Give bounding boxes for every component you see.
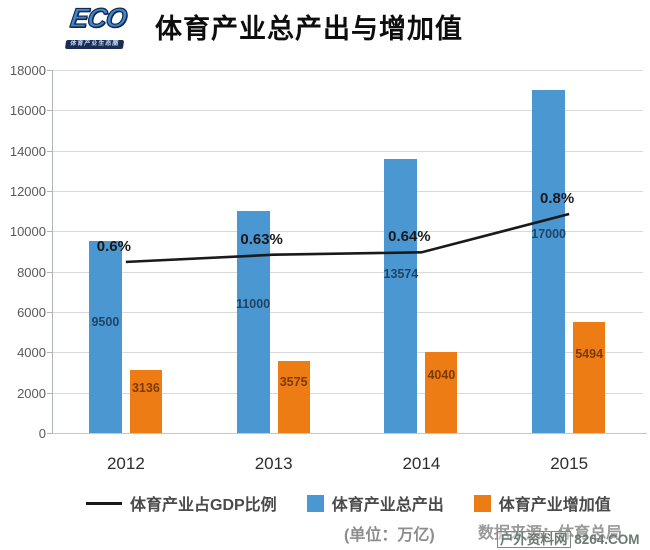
x-axis-line xyxy=(52,433,647,434)
y-axis-tick-label: 0 xyxy=(38,426,46,441)
chart-legend: 体育产业占GDP比例 体育产业总产出 体育产业增加值 xyxy=(86,491,611,515)
gridline xyxy=(52,312,643,313)
y-axis-tick xyxy=(47,352,52,354)
y-axis-tick-label: 10000 xyxy=(9,224,46,240)
y-axis-tick-label: 14000 xyxy=(9,143,46,159)
y-axis-tick xyxy=(47,191,52,192)
bar-added-value-2013 xyxy=(277,360,310,433)
x-axis-label-2014: 2014 xyxy=(402,454,441,473)
legend-label: 体育产业增加值 xyxy=(498,497,611,514)
line-swatch-icon xyxy=(86,501,122,505)
y-axis-tick xyxy=(47,392,52,394)
y-axis-tick-label: 6000 xyxy=(17,305,46,320)
y-axis-tick-label: 18000 xyxy=(9,63,46,78)
line-point-label: 0.6% xyxy=(96,237,131,255)
line-point-label: 0.64% xyxy=(388,228,431,246)
watermark-domain: 8264.COM xyxy=(574,532,640,547)
bar-value-label: 11000 xyxy=(236,297,271,312)
eco-logo-text: ECO xyxy=(68,2,129,33)
line-point-label: 0.8% xyxy=(540,190,575,207)
y-axis-tick-label: 4000 xyxy=(17,345,46,361)
y-axis-tick-label: 8000 xyxy=(17,264,46,280)
x-axis-label-2015: 2015 xyxy=(550,454,589,473)
y-axis-tick-label: 2000 xyxy=(17,385,46,401)
legend-label: 体育产业总产出 xyxy=(331,497,444,514)
bar-added-value-2015 xyxy=(573,322,606,433)
legend-item-added-value: 体育产业增加值 xyxy=(473,491,611,515)
bar-total-output-2014 xyxy=(384,159,418,433)
legend-item-gdp-ratio: 体育产业占GDP比例 xyxy=(86,491,277,515)
bar-value-label: 4040 xyxy=(427,368,456,383)
gridline xyxy=(52,150,643,152)
gridline xyxy=(52,392,643,394)
bar-value-label: 9500 xyxy=(91,314,120,329)
y-axis-tick xyxy=(47,110,52,112)
watermark-site: 户外资料网 xyxy=(497,531,571,548)
gridline xyxy=(52,70,643,71)
y-axis-tick xyxy=(47,312,52,313)
x-axis-label-2012: 2012 xyxy=(106,454,145,473)
y-axis-tick xyxy=(47,70,52,71)
watermark: 户外资料网 8264.COM xyxy=(497,528,640,548)
unit-note: (单位：万亿) xyxy=(344,527,435,544)
y-axis-tick xyxy=(47,231,52,233)
gridline xyxy=(52,191,643,192)
bar-value-label: 13574 xyxy=(383,267,419,282)
bar-value-label: 3136 xyxy=(131,381,160,396)
data-source-note: 数据来源：体育总局 xyxy=(478,525,623,542)
bar-added-value-2014 xyxy=(425,351,458,433)
page-title: 体育产业总产出与增加值 xyxy=(155,14,463,44)
y-axis-tick-label: 16000 xyxy=(9,103,46,119)
y-axis-line xyxy=(52,70,53,433)
bar-value-label: 3575 xyxy=(279,374,308,389)
bar-added-value-2012 xyxy=(129,369,162,433)
y-axis-tick xyxy=(47,271,52,273)
y-axis-tick xyxy=(47,150,52,152)
bar-value-label: 17000 xyxy=(531,227,567,242)
gridline xyxy=(52,110,643,112)
legend-item-total-output: 体育产业总产出 xyxy=(306,491,444,515)
bar-total-output-2012 xyxy=(88,241,122,433)
bar-total-output-2015 xyxy=(532,90,566,433)
x-axis-label-2013: 2013 xyxy=(254,454,293,473)
blue-swatch-icon xyxy=(306,494,324,512)
eco-logo: ECO 体育产业生态圈 xyxy=(49,2,145,50)
eco-logo-subtext: 体育产业生态圈 xyxy=(65,40,124,49)
line-point-label: 0.63% xyxy=(240,230,283,248)
orange-swatch-icon xyxy=(473,494,491,512)
y-axis-tick-label: 12000 xyxy=(9,184,46,199)
legend-label: 体育产业占GDP比例 xyxy=(130,497,277,514)
gridline xyxy=(52,352,643,354)
bar-value-label: 5494 xyxy=(575,347,604,362)
gridline xyxy=(52,271,643,273)
y-axis-tick xyxy=(47,433,52,434)
